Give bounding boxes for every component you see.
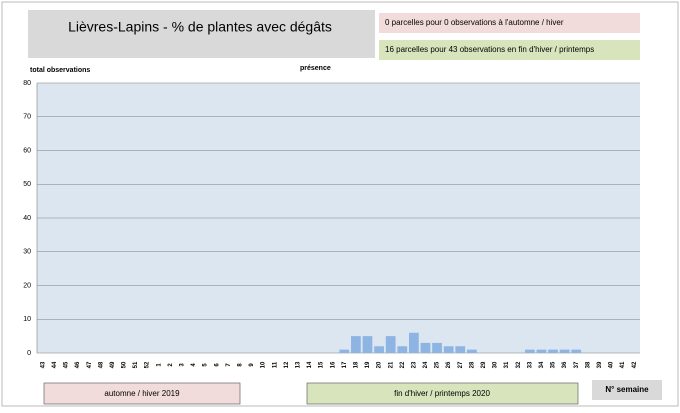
y-tick-label: 70 bbox=[23, 114, 31, 121]
autumn-period-box bbox=[43, 382, 241, 405]
x-tick-label: 32 bbox=[516, 361, 522, 368]
x-tick-label: 42 bbox=[632, 361, 638, 368]
x-tick-label: 4 bbox=[191, 363, 197, 367]
x-tick-label: 13 bbox=[295, 361, 301, 368]
y-tick-label: 20 bbox=[23, 282, 31, 289]
x-tick-label: 19 bbox=[365, 361, 371, 368]
chart-title: Lièvres-Lapins - % de plantes avec dégât… bbox=[68, 19, 332, 35]
bar bbox=[374, 346, 384, 353]
spring-summary-box bbox=[379, 40, 640, 60]
bar bbox=[548, 349, 558, 353]
x-tick-label: 35 bbox=[551, 361, 557, 368]
x-axis-label-box bbox=[592, 380, 662, 400]
bar bbox=[385, 336, 396, 353]
x-tick-label: 16 bbox=[330, 361, 336, 368]
x-tick-label: 36 bbox=[562, 361, 568, 368]
spring-summary: 16 parcelles pour 43 observations en fin… bbox=[385, 45, 594, 54]
bar bbox=[339, 349, 350, 353]
x-tick-label: 21 bbox=[388, 361, 394, 368]
x-tick-label: 34 bbox=[539, 361, 545, 368]
x-axis-label: N° semaine bbox=[605, 385, 649, 394]
autumn-period: automne / hiver 2019 bbox=[104, 389, 180, 398]
x-tick-label: 47 bbox=[87, 361, 93, 368]
x-tick-label: 39 bbox=[597, 361, 603, 368]
y-tick-label: 50 bbox=[23, 181, 31, 188]
bar bbox=[455, 346, 466, 353]
x-tick-label: 25 bbox=[435, 361, 441, 368]
x-tick-label: 44 bbox=[52, 361, 58, 368]
y-tick-label: 0 bbox=[27, 350, 31, 357]
x-tick-label: 5 bbox=[203, 363, 209, 367]
x-tick-label: 9 bbox=[249, 363, 255, 367]
x-tick-label: 23 bbox=[411, 361, 417, 368]
autumn-summary: 0 parcelles pour 0 observations à l'auto… bbox=[385, 18, 564, 27]
bar bbox=[409, 332, 419, 353]
bar bbox=[559, 349, 570, 353]
x-tick-label: 31 bbox=[504, 361, 510, 368]
x-tick-label: 29 bbox=[481, 361, 487, 368]
x-tick-label: 12 bbox=[284, 361, 290, 368]
bar bbox=[536, 349, 547, 353]
y-tick-label: 10 bbox=[23, 316, 31, 323]
x-tick-label: 26 bbox=[446, 361, 452, 368]
bar bbox=[432, 342, 442, 353]
x-tick-label: 8 bbox=[238, 363, 244, 367]
bar bbox=[443, 346, 454, 353]
x-tick-label: 37 bbox=[574, 361, 580, 368]
spring-period-box bbox=[306, 382, 579, 405]
y-tick-label: 60 bbox=[23, 147, 31, 154]
x-tick-label: 14 bbox=[307, 361, 313, 368]
x-tick-label: 38 bbox=[585, 361, 591, 368]
x-tick-label: 3 bbox=[180, 363, 186, 367]
bar bbox=[524, 349, 535, 353]
x-tick-label: 10 bbox=[261, 361, 267, 368]
x-tick-label: 30 bbox=[493, 361, 499, 368]
bar bbox=[571, 349, 582, 353]
left-label: total observations bbox=[30, 67, 90, 74]
title-box bbox=[28, 10, 375, 58]
x-tick-label: 41 bbox=[620, 361, 626, 368]
x-tick-label: 27 bbox=[458, 361, 464, 368]
y-tick-label: 80 bbox=[23, 80, 31, 87]
x-tick-label: 43 bbox=[40, 361, 46, 368]
x-tick-label: 24 bbox=[423, 361, 429, 368]
x-tick-label: 6 bbox=[214, 363, 220, 367]
center-label: présence bbox=[300, 65, 331, 72]
x-tick-label: 52 bbox=[145, 361, 151, 368]
spring-period: fin d'hiver / printemps 2020 bbox=[394, 389, 490, 398]
y-tick-label: 30 bbox=[23, 249, 31, 256]
bar bbox=[397, 346, 408, 353]
bar bbox=[362, 336, 373, 353]
autumn-summary-box bbox=[379, 13, 640, 33]
x-tick-label: 48 bbox=[98, 361, 104, 368]
x-tick-label: 28 bbox=[469, 361, 475, 368]
x-tick-label: 20 bbox=[377, 361, 383, 368]
x-tick-label: 46 bbox=[75, 361, 81, 368]
bar bbox=[420, 342, 431, 353]
bar bbox=[466, 349, 477, 353]
x-tick-label: 18 bbox=[353, 361, 359, 368]
bar bbox=[351, 336, 361, 353]
x-tick-label: 50 bbox=[122, 361, 128, 368]
y-tick-label: 40 bbox=[23, 215, 31, 222]
x-tick-label: 22 bbox=[400, 361, 406, 368]
x-tick-label: 40 bbox=[609, 361, 615, 368]
x-tick-label: 15 bbox=[319, 361, 325, 368]
x-tick-label: 45 bbox=[64, 361, 70, 368]
x-tick-label: 11 bbox=[272, 361, 278, 368]
x-tick-label: 1 bbox=[156, 363, 162, 367]
x-tick-label: 51 bbox=[133, 361, 139, 368]
x-tick-label: 2 bbox=[168, 363, 174, 367]
x-tick-label: 7 bbox=[226, 363, 232, 367]
x-tick-label: 49 bbox=[110, 361, 116, 368]
x-tick-label: 33 bbox=[527, 361, 533, 368]
x-tick-label: 17 bbox=[342, 361, 348, 368]
